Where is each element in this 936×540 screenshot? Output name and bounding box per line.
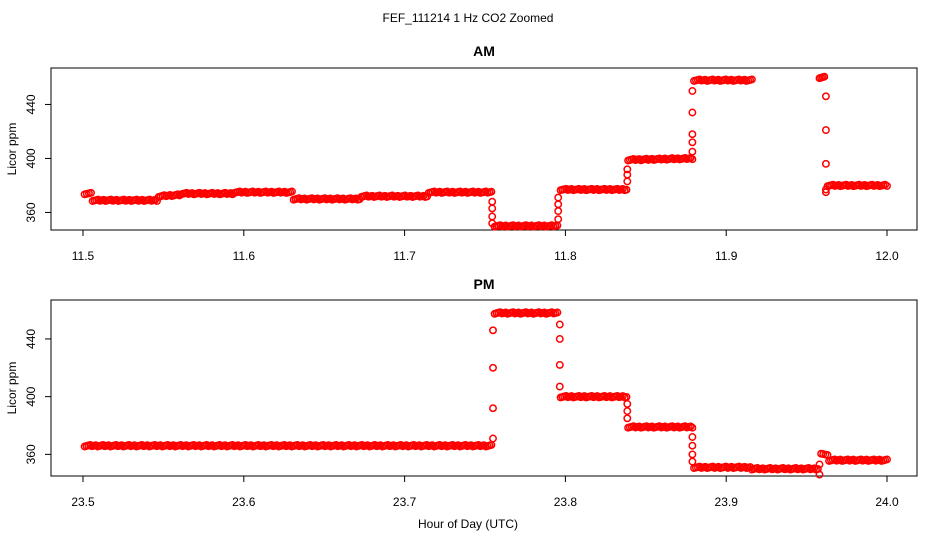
pm-data-point (555, 360, 564, 369)
pm-x-tick-label: 23.7 (393, 495, 417, 509)
pm-x-tick-label: 24.0 (875, 495, 899, 509)
pm-y-axis: 360 400 440 (24, 329, 51, 464)
pm-data-point (815, 460, 824, 469)
x-axis-label: Hour of Day (UTC) (418, 517, 518, 531)
pm-data-point (555, 335, 564, 343)
pm-data-point (623, 399, 632, 408)
am-y-tick-label: 440 (24, 94, 38, 114)
pm-x-tick-label: 23.8 (554, 495, 578, 509)
pm-data-point (688, 433, 697, 441)
am-data-point (688, 155, 697, 164)
am-data-point (688, 87, 697, 95)
figure-title: FEF_111214 1 Hz CO2 Zoomed (383, 11, 554, 25)
pm-data-point (555, 382, 564, 391)
am-plot-frame (50, 67, 918, 231)
pm-y-tick-label: 360 (24, 444, 38, 464)
pm-data-point (489, 363, 497, 372)
am-data-point (288, 187, 296, 196)
pm-series (80, 308, 891, 479)
pm-data-point (883, 455, 891, 464)
am-x-tick-label: 11.6 (233, 249, 256, 263)
pm-x-tick-label: 23.5 (71, 495, 95, 509)
pm-x-tick-label: 23.9 (715, 495, 739, 509)
pm-data-point (623, 407, 632, 416)
am-data-point (688, 130, 697, 139)
pm-y-tick-label: 440 (24, 329, 38, 349)
am-data-point (821, 188, 830, 197)
am-panel-title: AM (473, 43, 495, 59)
am-data-point (820, 72, 829, 81)
am-y-axis-label: Licor ppm (5, 123, 19, 176)
pm-data-point (489, 434, 497, 443)
pm-y-tick-label: 400 (24, 386, 38, 406)
am-data-point (488, 197, 497, 206)
pm-data-point (555, 320, 564, 329)
am-data-point (623, 165, 632, 174)
pm-x-axis: 23.5 23.6 23.7 23.8 23.9 24.0 (71, 476, 899, 509)
pm-y-axis-label: Licor ppm (5, 362, 19, 415)
am-data-point (487, 187, 496, 196)
am-data-point (87, 188, 95, 197)
am-y-tick-label: 360 (24, 202, 38, 222)
am-data-point (821, 159, 830, 168)
pm-data-point (688, 450, 697, 459)
am-x-tick-label: 11.8 (554, 249, 577, 263)
pm-x-tick-label: 23.6 (232, 495, 256, 509)
pm-data-point (553, 308, 562, 317)
am-data-point (488, 219, 497, 228)
am-data-point (488, 204, 497, 213)
am-y-tick-label: 400 (24, 148, 38, 168)
pm-panel-title: PM (474, 276, 495, 292)
am-data-point (821, 92, 830, 101)
am-data-point (747, 75, 756, 84)
pm-data-point (688, 441, 697, 450)
am-data-point (623, 177, 632, 186)
am-data-point (821, 185, 830, 194)
pm-data-point (489, 404, 497, 413)
am-x-tick-label: 11.9 (715, 249, 738, 263)
am-data-point (688, 147, 697, 156)
am-data-point (554, 215, 563, 224)
am-data-point (554, 193, 563, 202)
pm-plot-frame (50, 299, 918, 477)
am-x-axis: 11.5 11.6 11.7 11.8 11.9 12.0 (72, 230, 899, 263)
pm-panel: PM 360 400 440 23.5 23.6 23.7 23.8 23.9 24.0 Li… (5, 276, 918, 509)
am-data-point (488, 212, 497, 221)
am-x-tick-label: 12.0 (875, 249, 899, 263)
pm-data-point (489, 326, 497, 335)
am-data-point (554, 200, 563, 209)
am-y-axis: 360 400 440 (24, 94, 51, 222)
am-series (80, 72, 891, 231)
am-data-point (688, 138, 697, 147)
am-data-point (622, 185, 631, 194)
am-data-point (623, 170, 632, 179)
am-data-point (554, 207, 563, 216)
pm-data-point (688, 457, 697, 466)
am-data-point (688, 108, 697, 117)
pm-data-point (815, 470, 824, 479)
am-panel: AM 360 400 440 11.5 11.6 11.7 11.8 11.9 12.0 Li… (5, 43, 918, 263)
pm-data-point (688, 423, 697, 432)
am-data-point (883, 181, 891, 190)
pm-data-point (623, 414, 632, 423)
am-x-tick-label: 11.7 (393, 249, 416, 263)
am-x-tick-label: 11.5 (72, 249, 95, 263)
am-data-point (821, 126, 830, 135)
